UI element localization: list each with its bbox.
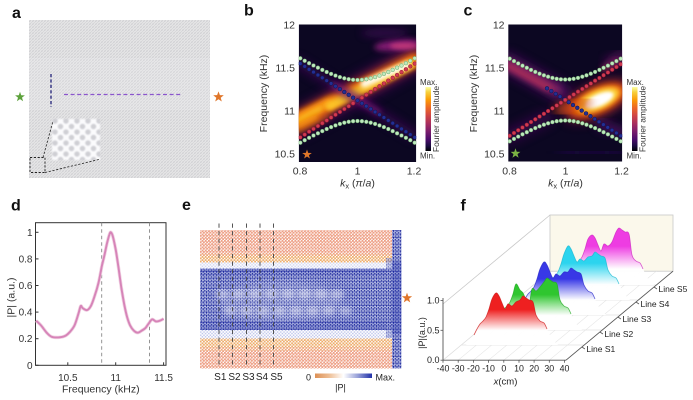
svg-text:0: 0 xyxy=(27,361,33,372)
svg-text:|P|(a.u.): |P|(a.u.) xyxy=(417,317,427,349)
svg-text:Max.: Max. xyxy=(376,373,396,383)
svg-text:Line S3: Line S3 xyxy=(622,314,651,324)
svg-text:Line S1: Line S1 xyxy=(586,344,615,354)
svg-text:1: 1 xyxy=(27,228,33,239)
svg-text:0.4: 0.4 xyxy=(19,308,33,319)
svg-text:11: 11 xyxy=(111,373,122,384)
svg-text:11: 11 xyxy=(494,106,505,118)
svg-text:Frequency (kHz): Frequency (kHz) xyxy=(468,55,480,133)
svg-text:a: a xyxy=(12,5,21,22)
svg-text:Max.: Max. xyxy=(420,78,437,87)
svg-text:S2: S2 xyxy=(228,372,241,383)
svg-text:-20: -20 xyxy=(467,364,480,374)
svg-text:11: 11 xyxy=(284,106,295,118)
svg-text:c: c xyxy=(464,3,473,20)
svg-text:kx (π/a): kx (π/a) xyxy=(340,178,375,191)
svg-text:x(cm): x(cm) xyxy=(493,377,518,388)
svg-text:1.2: 1.2 xyxy=(614,166,629,178)
svg-text:0.2: 0.2 xyxy=(19,334,33,345)
svg-text:30: 30 xyxy=(544,364,554,374)
svg-text:0.5: 0.5 xyxy=(427,325,440,335)
svg-text:Min.: Min. xyxy=(627,152,642,161)
svg-text:f: f xyxy=(461,198,467,215)
svg-text:Fourier amplitude: Fourier amplitude xyxy=(638,86,648,152)
svg-text:Fourier amplitude: Fourier amplitude xyxy=(431,86,441,152)
svg-text:Frequency (kHz): Frequency (kHz) xyxy=(258,55,270,133)
svg-text:0.8: 0.8 xyxy=(19,254,33,265)
svg-text:b: b xyxy=(244,3,254,20)
svg-text:10.5: 10.5 xyxy=(275,149,296,161)
svg-text:12: 12 xyxy=(493,20,505,32)
svg-text:S1: S1 xyxy=(214,372,227,383)
svg-text:1.2: 1.2 xyxy=(407,166,422,178)
svg-text:11.5: 11.5 xyxy=(154,373,173,384)
svg-text:12: 12 xyxy=(283,20,295,32)
svg-text:Line S5: Line S5 xyxy=(659,284,688,294)
svg-text:Frequency (kHz): Frequency (kHz) xyxy=(62,384,140,396)
svg-text:1.0: 1.0 xyxy=(427,295,440,305)
svg-text:Min.: Min. xyxy=(420,152,435,161)
svg-text:S4: S4 xyxy=(256,372,269,383)
svg-text:10.5: 10.5 xyxy=(58,373,78,384)
svg-text:40: 40 xyxy=(560,364,570,374)
svg-text:0: 0 xyxy=(501,364,506,374)
svg-text:kx (π/a): kx (π/a) xyxy=(548,178,583,191)
svg-text:11.5: 11.5 xyxy=(275,63,295,75)
svg-text:S3: S3 xyxy=(242,372,255,383)
svg-text:Line S2: Line S2 xyxy=(604,329,633,339)
svg-text:d: d xyxy=(11,198,21,215)
svg-text:-40: -40 xyxy=(437,364,450,374)
svg-text:0.8: 0.8 xyxy=(502,166,517,178)
svg-text:S5: S5 xyxy=(270,372,283,383)
svg-text:|P|: |P| xyxy=(335,383,346,393)
svg-text:1: 1 xyxy=(563,166,569,178)
svg-text:|P| (a.u.): |P| (a.u.) xyxy=(6,278,18,318)
svg-text:0.0: 0.0 xyxy=(427,355,440,365)
svg-text:0.6: 0.6 xyxy=(19,281,33,292)
svg-text:-30: -30 xyxy=(452,364,465,374)
svg-text:20: 20 xyxy=(529,364,539,374)
svg-text:10.5: 10.5 xyxy=(484,149,505,161)
svg-text:11.5: 11.5 xyxy=(485,63,505,75)
svg-text:e: e xyxy=(182,197,191,214)
svg-text:0.8: 0.8 xyxy=(293,166,308,178)
svg-text:Line S4: Line S4 xyxy=(641,299,670,309)
svg-text:1: 1 xyxy=(355,166,361,178)
svg-text:-10: -10 xyxy=(482,364,495,374)
svg-text:10: 10 xyxy=(514,364,524,374)
svg-text:0: 0 xyxy=(306,373,311,383)
svg-text:Max.: Max. xyxy=(627,78,644,87)
